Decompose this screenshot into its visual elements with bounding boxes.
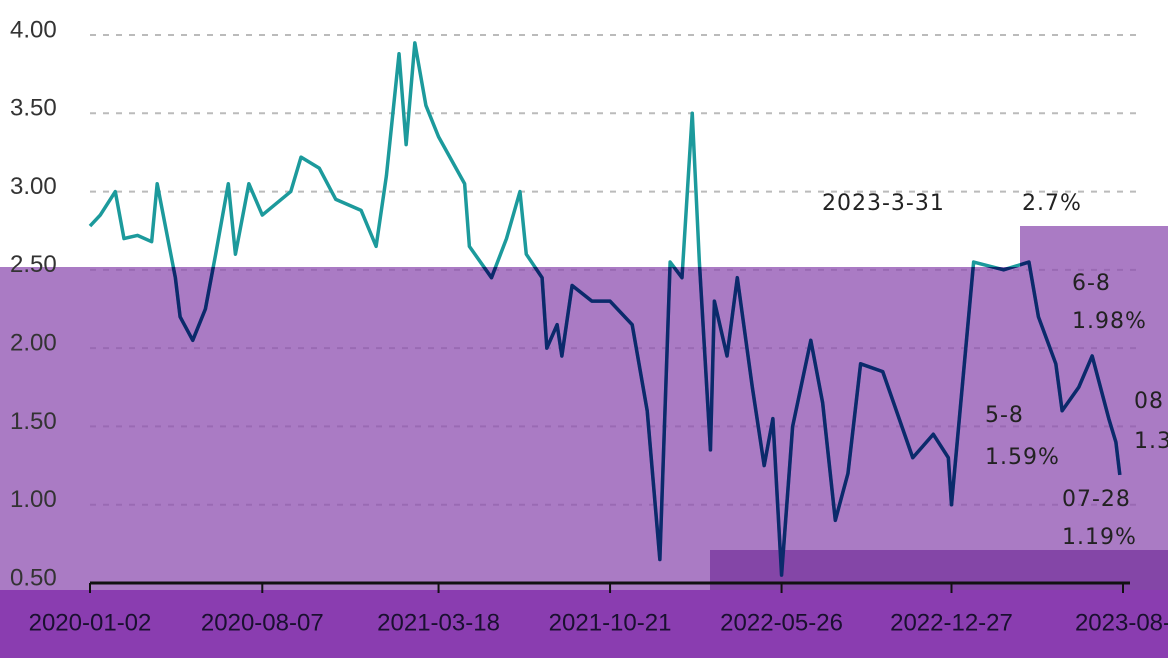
axes: 0.50 1.00 1.50 2.00 2.50 3.00 3.50 4.00 2020-01-… [10, 16, 1168, 636]
annotation: 1.3 [1134, 429, 1168, 454]
overlay [1020, 226, 1168, 267]
y-tick-label: 2.50 [10, 251, 57, 278]
overlay [0, 590, 1168, 658]
x-tick-label: 2020-01-02 [29, 609, 152, 636]
y-tick-label: 3.50 [10, 95, 57, 122]
y-tick-label: 1.00 [10, 486, 57, 513]
y-tick-label: 4.00 [10, 16, 57, 43]
x-tick-label: 2023-08- [1075, 609, 1168, 636]
x-tick-label: 2020-08-07 [201, 609, 324, 636]
y-tick-label: 1.50 [10, 408, 57, 435]
annotation: 1.98% [1072, 309, 1147, 334]
annotation: 07-28 [1062, 487, 1131, 512]
y-tick-label: 3.00 [10, 173, 57, 200]
y-tick-label: 0.50 [10, 564, 57, 591]
annotation: 6-8 [1072, 271, 1111, 296]
annotation: 5-8 [985, 403, 1024, 428]
x-tick-label: 2022-12-27 [890, 609, 1013, 636]
x-tick-label: 2022-05-26 [720, 609, 843, 636]
annotation: 1.19% [1062, 525, 1137, 550]
annotation: 2.7% [1022, 191, 1082, 216]
annotation: 1.59% [985, 445, 1060, 470]
annotation: 08 [1134, 389, 1164, 414]
x-tick-label: 2021-10-21 [549, 609, 672, 636]
y-tick-label: 2.00 [10, 329, 57, 356]
x-tick-label: 2021-03-18 [377, 609, 500, 636]
annotation: 2023-3-31 [822, 191, 945, 216]
